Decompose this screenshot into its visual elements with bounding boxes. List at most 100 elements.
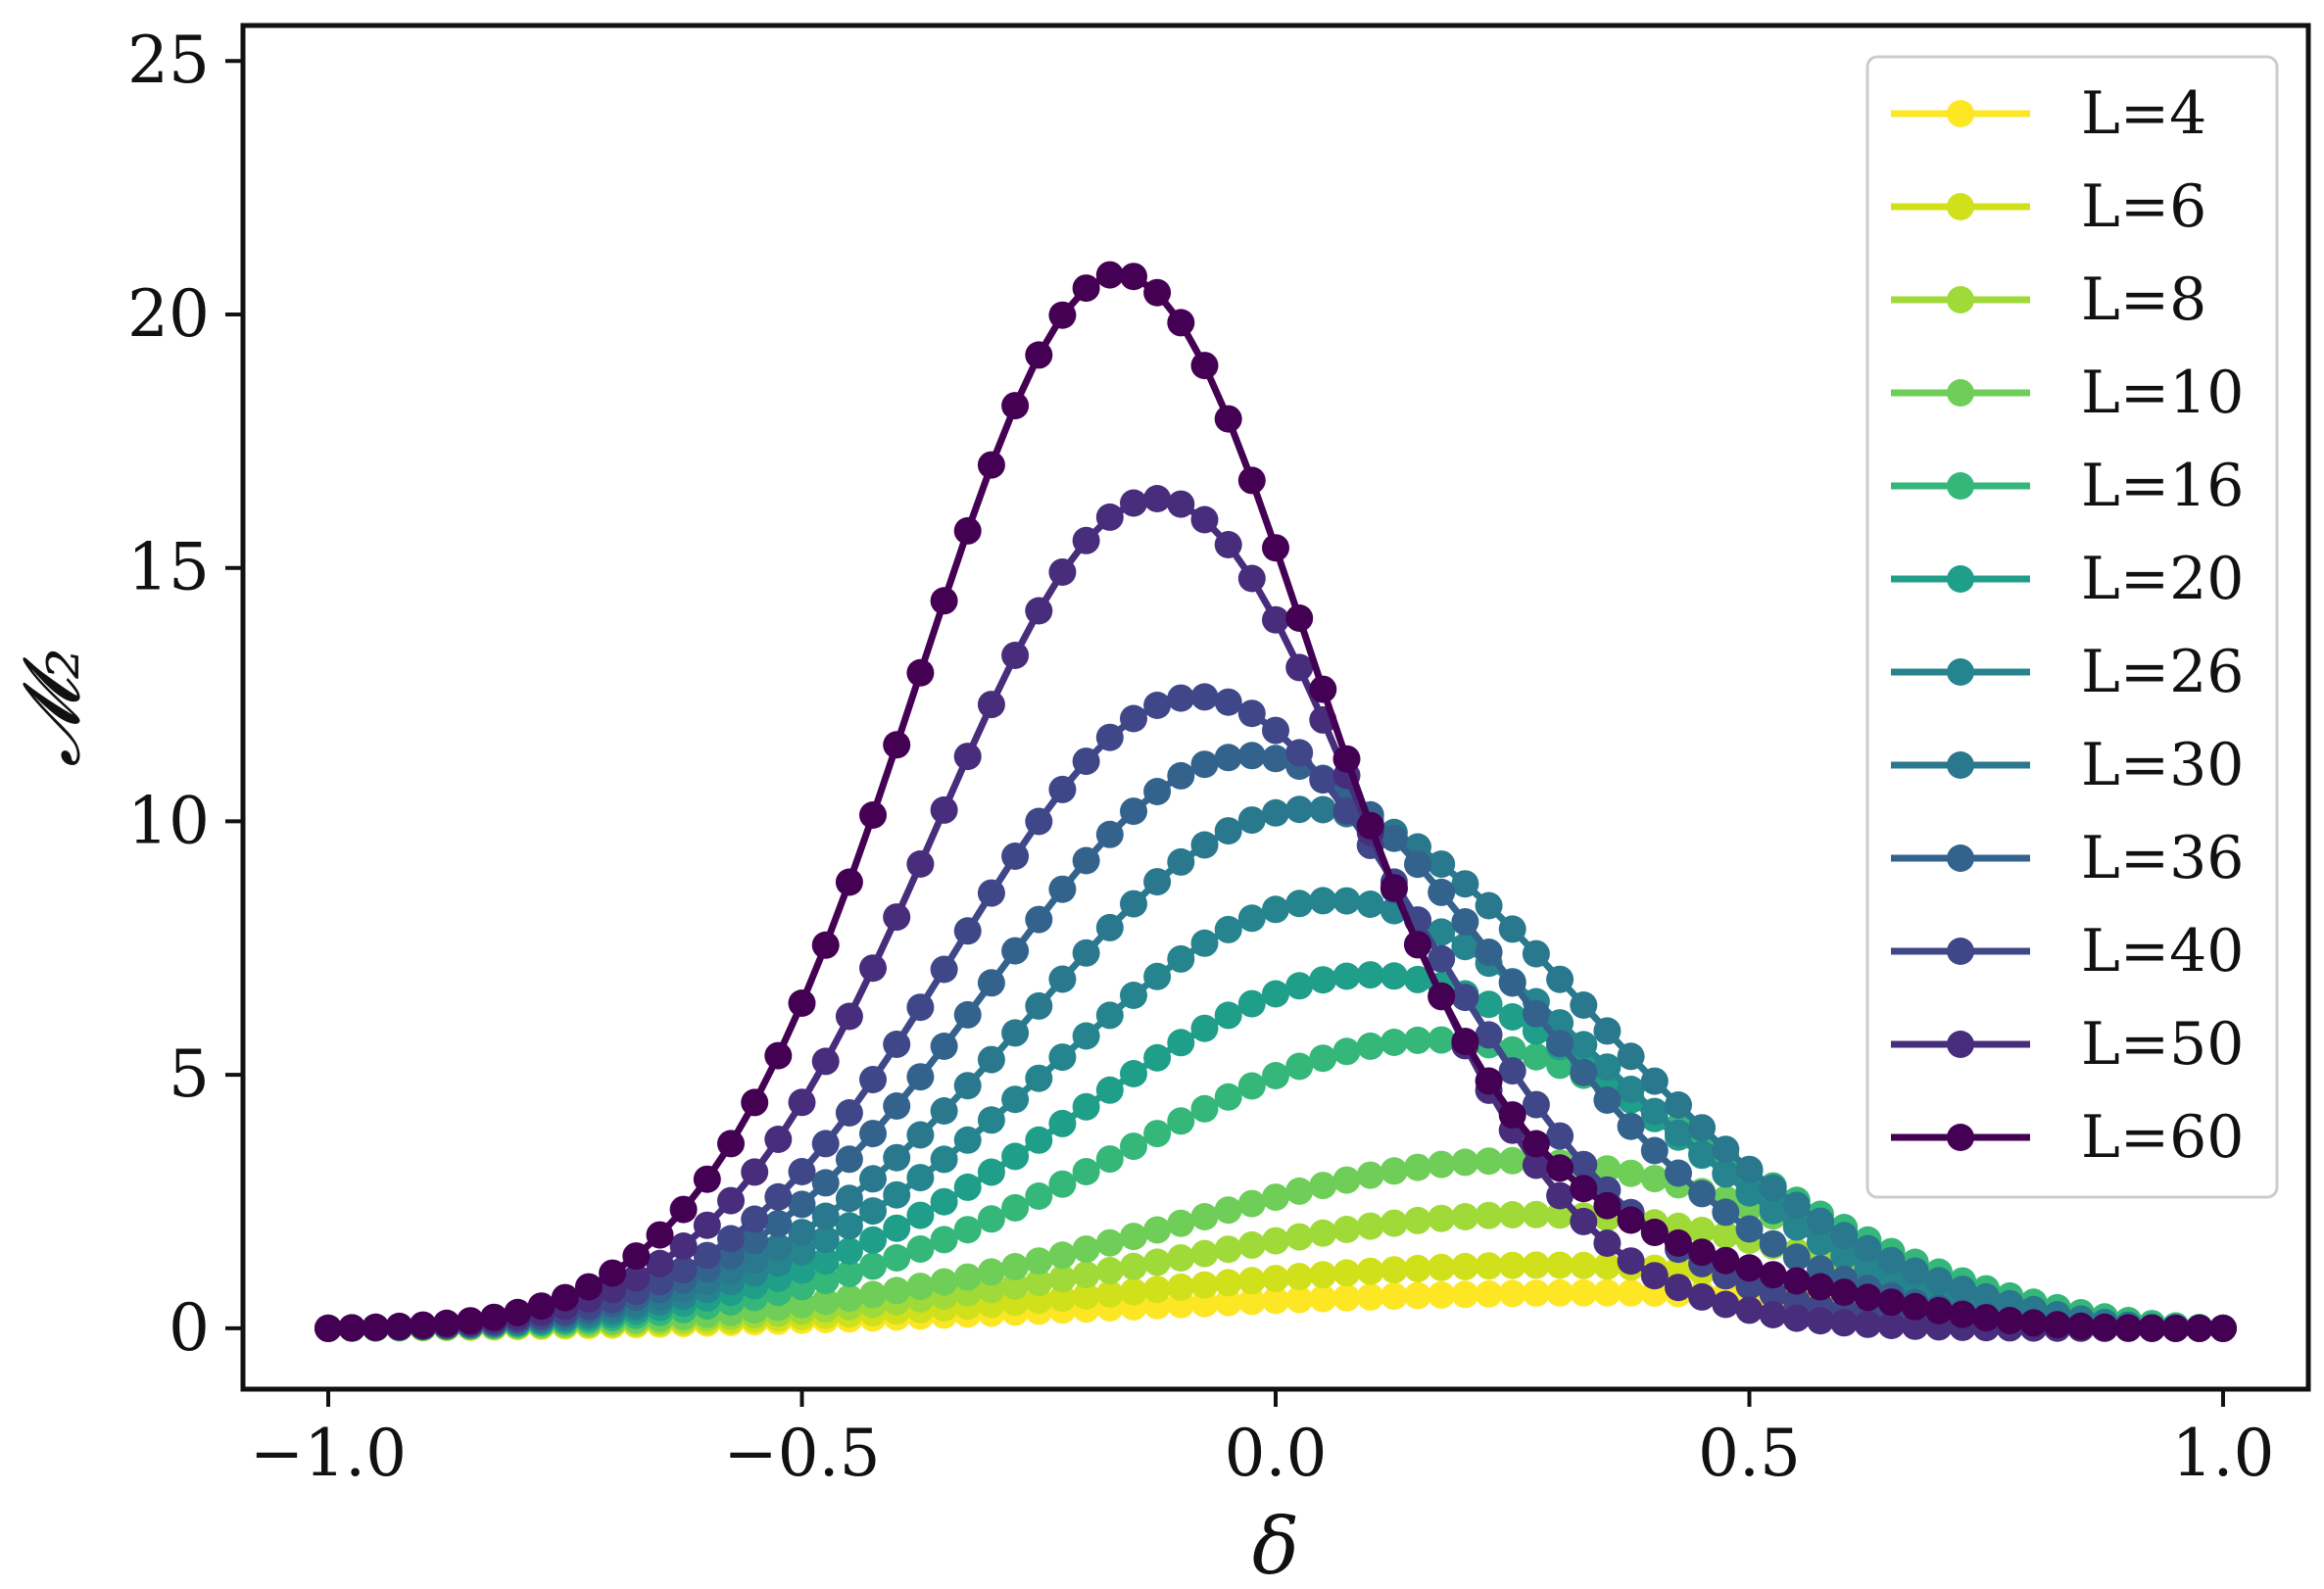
data-point	[1001, 937, 1030, 965]
data-point	[1546, 1181, 1574, 1210]
legend-label: L=8	[2081, 265, 2206, 334]
data-point	[977, 1205, 1005, 1233]
legend-label: L=6	[2081, 172, 2206, 241]
data-point	[1380, 1157, 1408, 1185]
data-point	[1237, 1189, 1266, 1218]
data-point	[788, 1190, 816, 1219]
data-point	[906, 1121, 935, 1149]
legend-swatch-marker	[1947, 938, 1974, 965]
data-point	[1877, 1246, 1906, 1275]
legend-swatch-marker	[1947, 565, 1974, 593]
data-point	[1214, 531, 1242, 558]
data-point	[1143, 1248, 1172, 1276]
x-tick-label: −0.5	[723, 1416, 880, 1491]
data-point	[1498, 1279, 1526, 1308]
data-point	[1854, 1283, 1882, 1312]
data-point	[953, 516, 982, 545]
data-point	[1048, 1241, 1077, 1270]
data-point	[1167, 309, 1195, 337]
data-point	[930, 1187, 958, 1216]
data-point	[1522, 1130, 1550, 1158]
data-point	[1380, 824, 1408, 852]
data-point	[2114, 1314, 2143, 1342]
data-point	[646, 1221, 674, 1249]
data-point	[883, 1031, 911, 1058]
data-point	[1522, 1042, 1550, 1071]
data-point	[1072, 939, 1100, 967]
data-point	[1356, 891, 1384, 918]
data-point	[835, 868, 863, 896]
data-point	[977, 1106, 1005, 1134]
data-point	[1546, 1122, 1574, 1150]
data-point	[1167, 1244, 1195, 1272]
data-point	[1237, 1267, 1266, 1295]
legend-swatch-marker	[1947, 193, 1974, 220]
data-point	[1025, 1126, 1053, 1154]
data-point	[1712, 1160, 1740, 1188]
data-point	[1640, 1165, 1669, 1193]
data-point	[1782, 1243, 1811, 1272]
data-point	[741, 1088, 769, 1117]
data-point	[811, 1267, 840, 1295]
legend-label: L=40	[2081, 917, 2244, 986]
data-point	[1309, 675, 1337, 703]
data-point	[2043, 1311, 2071, 1339]
data-point	[1522, 1279, 1550, 1307]
data-point	[1475, 1067, 1503, 1095]
data-point	[1120, 704, 1147, 733]
data-point	[1001, 1193, 1030, 1222]
data-point	[1522, 999, 1550, 1028]
legend-swatch-marker	[1947, 379, 1974, 407]
data-point	[1854, 1310, 1882, 1338]
data-point	[1451, 908, 1479, 936]
data-point	[1048, 965, 1077, 993]
data-point	[1120, 1252, 1147, 1280]
data-point	[1735, 1296, 1764, 1324]
data-point	[1593, 1086, 1622, 1114]
data-point	[1095, 1145, 1124, 1174]
legend-swatch-marker	[1947, 1031, 1974, 1058]
data-point	[1095, 820, 1124, 848]
data-point	[1593, 1252, 1622, 1280]
legend-swatch-marker	[1947, 751, 1974, 779]
data-point	[1404, 1254, 1431, 1282]
data-point	[693, 1165, 721, 1193]
data-point	[1048, 1170, 1077, 1198]
data-point	[1190, 929, 1219, 957]
data-point	[646, 1249, 674, 1277]
data-point	[1807, 1228, 1834, 1256]
data-point	[1949, 1276, 1977, 1304]
data-point	[1143, 692, 1172, 719]
data-point	[1546, 1278, 1574, 1307]
data-point	[1617, 1278, 1645, 1307]
data-point	[1167, 1107, 1195, 1135]
data-point	[1380, 1209, 1408, 1237]
data-point	[1665, 1119, 1692, 1147]
data-point	[1498, 969, 1526, 997]
data-point	[1001, 1253, 1030, 1280]
legend-swatch-marker	[1947, 844, 1974, 872]
data-point	[1570, 1150, 1598, 1179]
data-point	[1190, 1203, 1219, 1230]
data-point	[1095, 913, 1124, 941]
legend-item: L=30	[1891, 731, 2244, 799]
data-point	[1262, 1062, 1289, 1089]
data-point	[1025, 991, 1053, 1020]
data-point	[1001, 1142, 1030, 1171]
data-point	[1332, 887, 1361, 915]
data-point	[1048, 301, 1077, 329]
data-point	[457, 1307, 485, 1335]
data-point	[1688, 1114, 1717, 1142]
data-point	[1665, 1091, 1692, 1119]
data-point	[764, 1210, 793, 1238]
data-point	[1095, 1076, 1124, 1104]
data-point	[2138, 1314, 2166, 1342]
data-point	[1048, 875, 1077, 903]
data-point	[1640, 1097, 1669, 1126]
legend-label: L=30	[2081, 731, 2244, 799]
data-point	[1214, 1288, 1242, 1317]
data-point	[1475, 939, 1503, 966]
data-point	[1522, 1151, 1550, 1180]
data-point	[1759, 1261, 1787, 1289]
data-point	[1072, 747, 1100, 776]
